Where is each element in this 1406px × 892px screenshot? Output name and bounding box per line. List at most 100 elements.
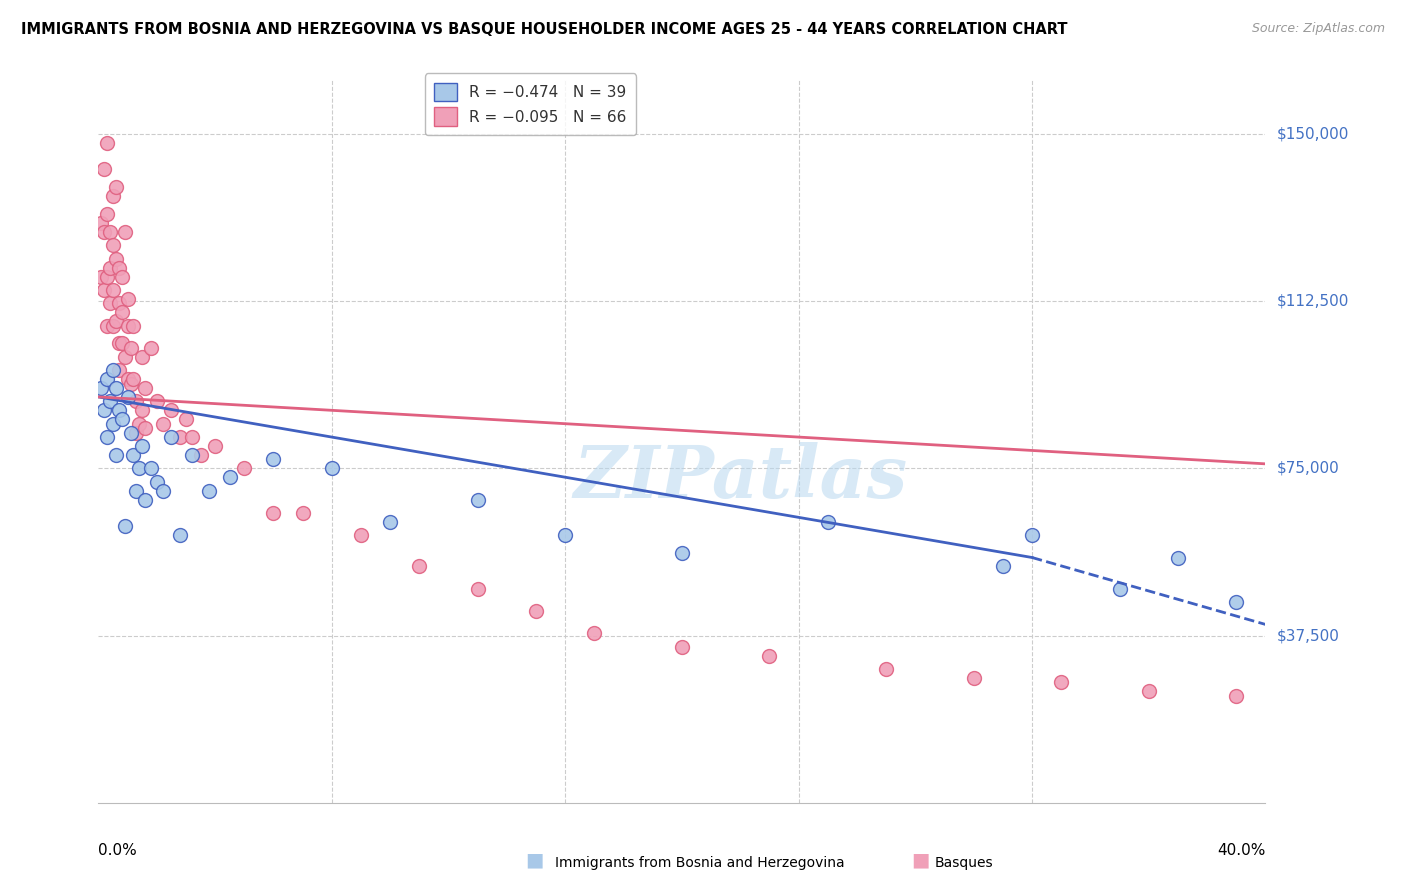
Point: [671, 640, 693, 654]
Point: [93, 162, 115, 177]
Point: [671, 546, 693, 560]
Point: [108, 260, 131, 275]
Point: [1225, 595, 1247, 609]
Point: [111, 336, 134, 351]
Point: [93, 283, 115, 297]
Point: [583, 626, 606, 640]
Point: [96, 430, 118, 444]
Point: [160, 403, 183, 417]
Point: [120, 425, 142, 440]
Point: [174, 412, 197, 426]
Legend: R = −0.474   N = 39, R = −0.095   N = 66: R = −0.474 N = 39, R = −0.095 N = 66: [425, 73, 636, 136]
Point: [104, 381, 127, 395]
Point: [131, 403, 153, 417]
Point: [1225, 689, 1247, 703]
Point: [117, 292, 139, 306]
Point: [131, 350, 153, 364]
Point: [1050, 675, 1073, 690]
Point: [1137, 684, 1160, 698]
Text: Immigrants from Bosnia and Herzegovina: Immigrants from Bosnia and Herzegovina: [555, 855, 845, 870]
Point: [1167, 550, 1189, 565]
Point: [160, 430, 183, 444]
Point: [180, 448, 202, 462]
Point: [139, 341, 162, 355]
Point: [101, 417, 124, 431]
Point: [128, 417, 150, 431]
Point: [758, 648, 780, 663]
Point: [991, 559, 1014, 574]
Point: [96, 372, 118, 386]
Point: [180, 430, 202, 444]
Point: [104, 180, 127, 194]
Text: ■: ■: [524, 851, 544, 870]
Point: [98, 296, 121, 310]
Point: [120, 341, 142, 355]
Text: $75,000: $75,000: [1277, 461, 1340, 475]
Text: ZIPatlas: ZIPatlas: [574, 442, 907, 513]
Point: [120, 376, 142, 391]
Point: [98, 260, 121, 275]
Point: [1021, 528, 1043, 542]
Point: [262, 452, 284, 467]
Point: [122, 318, 145, 333]
Point: [111, 305, 134, 319]
Point: [101, 189, 124, 203]
Point: [128, 461, 150, 475]
Point: [146, 475, 169, 489]
Text: Source: ZipAtlas.com: Source: ZipAtlas.com: [1251, 22, 1385, 36]
Point: [96, 269, 118, 284]
Point: [101, 238, 124, 252]
Point: [875, 662, 897, 676]
Point: [467, 582, 489, 596]
Point: [467, 492, 489, 507]
Point: [350, 528, 373, 542]
Point: [408, 559, 430, 574]
Text: $150,000: $150,000: [1277, 127, 1348, 141]
Point: [90, 269, 112, 284]
Point: [93, 225, 115, 239]
Point: [125, 425, 148, 440]
Point: [134, 381, 156, 395]
Point: [134, 421, 156, 435]
Point: [98, 225, 121, 239]
Point: [169, 430, 191, 444]
Point: [152, 417, 174, 431]
Text: 0.0%: 0.0%: [98, 843, 138, 857]
Point: [108, 403, 131, 417]
Point: [122, 448, 145, 462]
Point: [1108, 582, 1130, 596]
Point: [96, 207, 118, 221]
Point: [108, 363, 131, 377]
Point: [111, 412, 134, 426]
Point: [146, 394, 169, 409]
Point: [114, 519, 136, 533]
Point: [131, 439, 153, 453]
Point: [117, 372, 139, 386]
Point: [262, 506, 284, 520]
Point: [152, 483, 174, 498]
Point: [380, 515, 402, 529]
Point: [114, 350, 136, 364]
Point: [204, 439, 226, 453]
Text: $37,500: $37,500: [1277, 628, 1340, 643]
Point: [108, 336, 131, 351]
Point: [125, 394, 148, 409]
Point: [139, 461, 162, 475]
Text: $112,500: $112,500: [1277, 293, 1348, 309]
Point: [96, 136, 118, 150]
Point: [114, 225, 136, 239]
Point: [101, 283, 124, 297]
Point: [233, 461, 256, 475]
Point: [104, 314, 127, 328]
Point: [291, 506, 314, 520]
Point: [524, 604, 547, 618]
Point: [101, 363, 124, 377]
Point: [125, 483, 148, 498]
Text: IMMIGRANTS FROM BOSNIA AND HERZEGOVINA VS BASQUE HOUSEHOLDER INCOME AGES 25 - 44: IMMIGRANTS FROM BOSNIA AND HERZEGOVINA V…: [21, 22, 1067, 37]
Point: [104, 252, 127, 266]
Point: [117, 318, 139, 333]
Point: [108, 296, 131, 310]
Point: [101, 318, 124, 333]
Point: [98, 394, 121, 409]
Point: [122, 372, 145, 386]
